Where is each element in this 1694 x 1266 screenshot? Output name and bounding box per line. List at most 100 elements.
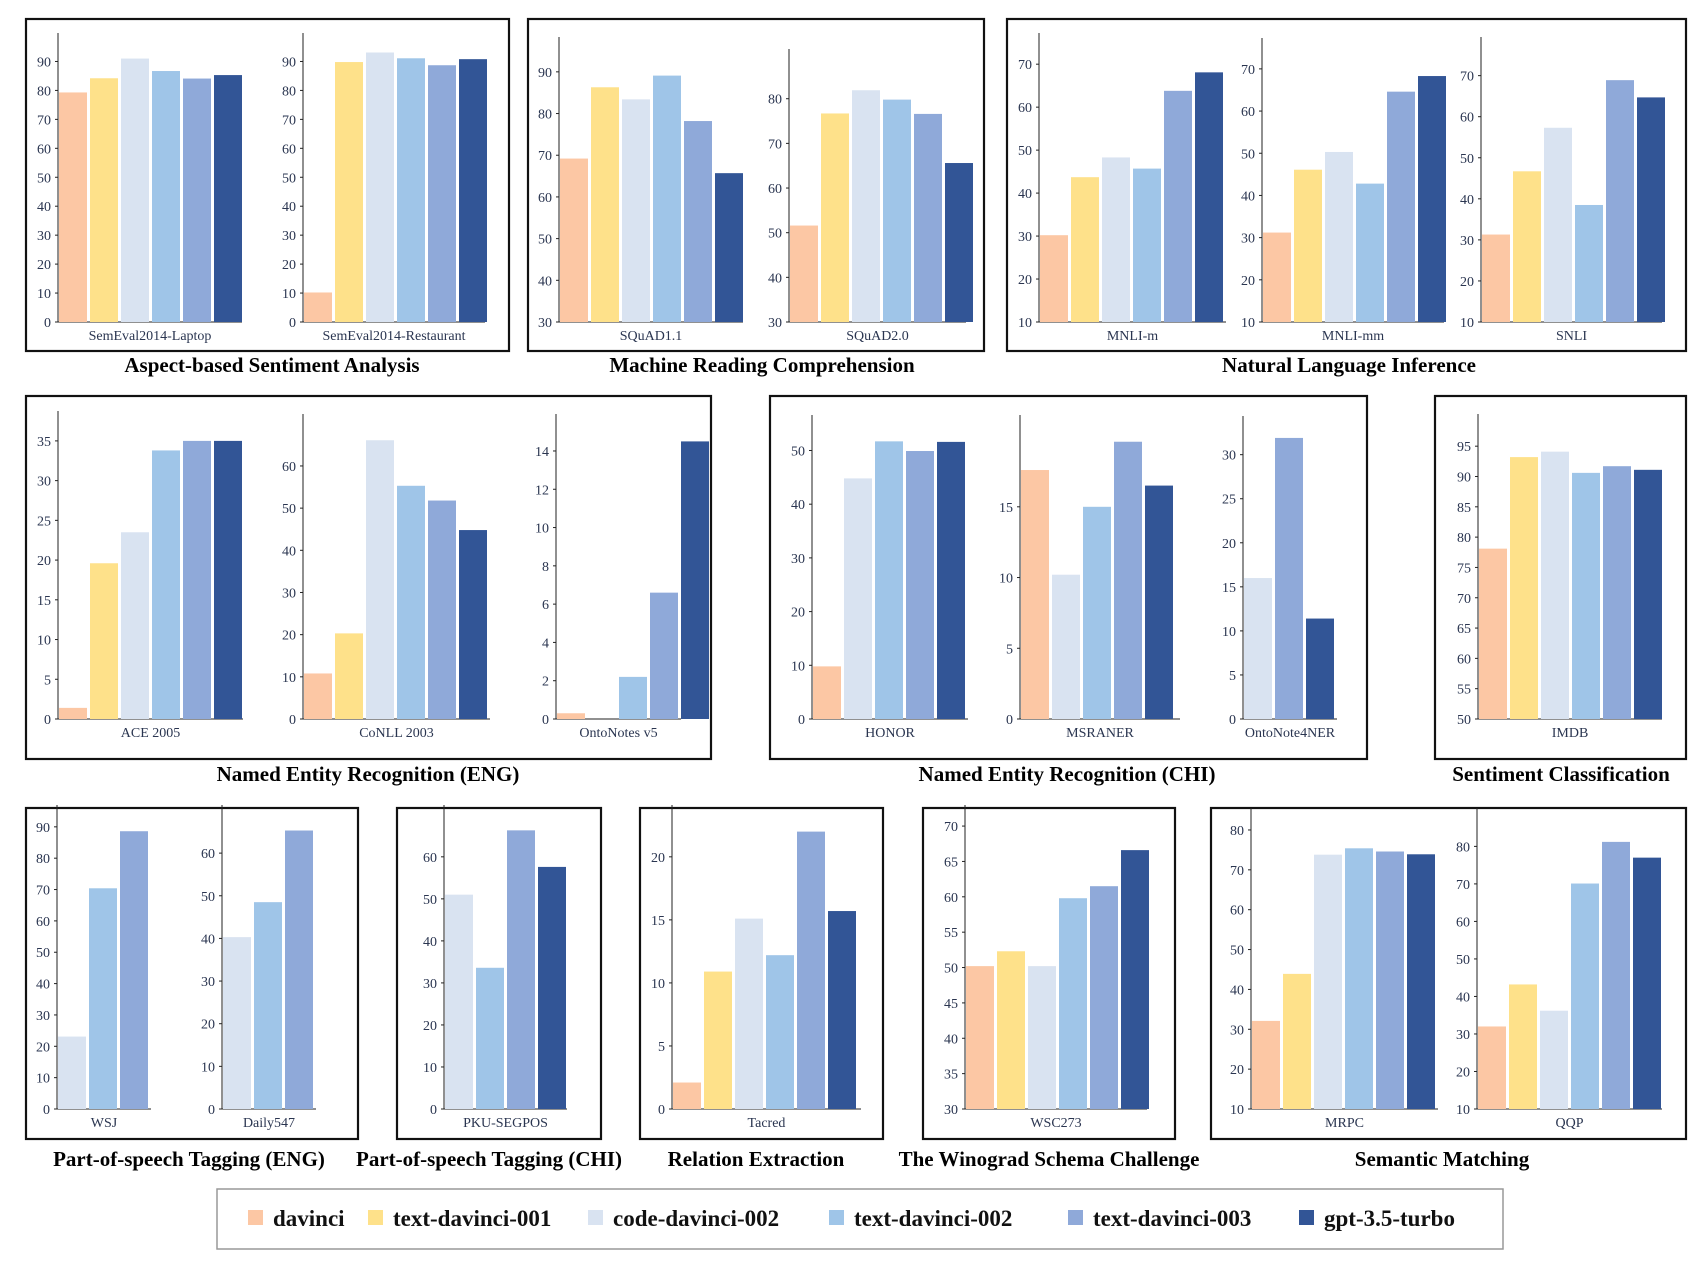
chart-mnli-m-ytick-label: 30 bbox=[1018, 230, 1032, 245]
chart-pku-segpos-ytick-label: 60 bbox=[423, 851, 437, 866]
chart-qqp-ytick-label: 20 bbox=[1456, 1065, 1470, 1080]
chart-semeval2014-laptop-ytick-label: 50 bbox=[37, 171, 51, 186]
chart-mrpc-ytick-label: 40 bbox=[1230, 983, 1244, 998]
chart-semeval2014-laptop-ytick-label: 40 bbox=[37, 200, 51, 215]
chart-ontonote4ner-bar-gpt-3-5-turbo bbox=[1306, 618, 1334, 719]
chart-semeval2014-restaurant-bar-davinci bbox=[304, 292, 332, 322]
chart-ontonotes-v5: 0 2 4 6 8 10 12 14 OntoNotes v5 bbox=[535, 414, 709, 741]
chart-mrpc-bar-text-davinci-001 bbox=[1283, 973, 1311, 1109]
chart-tacred-bar-text-davinci-001 bbox=[704, 971, 732, 1109]
chart-wsj-bar-code-davinci-002 bbox=[58, 1036, 86, 1109]
chart-wsc273-ytick-label: 55 bbox=[944, 926, 958, 941]
chart-squad2-0-bar-text-davinci-002 bbox=[883, 99, 911, 322]
chart-squad2-0-ytick-label: 40 bbox=[768, 271, 782, 286]
chart-ontonote4ner-bar-code-davinci-002 bbox=[1244, 578, 1272, 719]
chart-pku-segpos-bar-text-davinci-003 bbox=[507, 830, 535, 1109]
chart-wsj-ytick-label: 10 bbox=[36, 1072, 50, 1087]
chart-tacred-ytick-label: 5 bbox=[658, 1040, 665, 1055]
chart-honor-bar-text-davinci-003 bbox=[906, 451, 934, 719]
chart-mnli-mm-xlabel: MNLI-mm bbox=[1322, 329, 1384, 344]
chart-semeval2014-laptop-ytick-label: 80 bbox=[37, 84, 51, 99]
group-frame-part-of-speech-tagging-chi bbox=[395, 806, 603, 1141]
chart-ace-2005-bar-text-davinci-003 bbox=[183, 440, 211, 719]
chart-mnli-mm-ytick-label: 40 bbox=[1241, 189, 1255, 204]
group-frame-semantic-matching bbox=[1209, 806, 1688, 1141]
chart-wsc273-ytick-label: 30 bbox=[944, 1103, 958, 1118]
chart-mnli-m: 10 20 30 40 50 60 70 MNLI-m bbox=[1018, 33, 1226, 344]
chart-wsj-ytick-label: 80 bbox=[36, 852, 50, 867]
chart-mnli-mm-ytick-label: 50 bbox=[1241, 147, 1255, 162]
chart-imdb-ytick-label: 65 bbox=[1457, 622, 1471, 637]
group-frame-named-entity-recognition-eng bbox=[24, 394, 713, 761]
legend-swatch-gpt-3-5-turbo bbox=[1299, 1210, 1314, 1225]
chart-imdb-bar-text-davinci-003 bbox=[1603, 466, 1631, 719]
chart-wsc273-ytick-label: 60 bbox=[944, 891, 958, 906]
chart-squad1-1-bar-text-davinci-003 bbox=[684, 121, 712, 322]
chart-imdb: 50 55 60 65 70 75 80 85 90 95 IMDB bbox=[1457, 414, 1662, 741]
chart-ontonotes-v5-ytick-label: 8 bbox=[542, 560, 549, 575]
chart-imdb-ytick-label: 70 bbox=[1457, 592, 1471, 607]
chart-semeval2014-restaurant-ytick-label: 10 bbox=[282, 287, 296, 302]
chart-semeval2014-restaurant-bar-text-davinci-003 bbox=[428, 65, 456, 322]
chart-msraner-ytick-label: 0 bbox=[1006, 713, 1013, 728]
chart-ontonotes-v5-ytick-label: 10 bbox=[535, 522, 549, 537]
chart-snli-ytick-label: 20 bbox=[1460, 275, 1474, 290]
chart-mnli-mm-ytick-label: 70 bbox=[1241, 63, 1255, 78]
chart-imdb-bar-text-davinci-001 bbox=[1510, 457, 1538, 719]
group-frame-sentiment-classification bbox=[1433, 394, 1688, 761]
chart-qqp-bar-gpt-3-5-turbo bbox=[1633, 857, 1661, 1109]
chart-conll-2003-bar-gpt-3-5-turbo bbox=[459, 530, 487, 719]
chart-snli-bar-code-davinci-002 bbox=[1544, 127, 1572, 323]
chart-ontonotes-v5-ytick-label: 14 bbox=[535, 445, 549, 460]
chart-squad2-0-ytick-label: 60 bbox=[768, 182, 782, 197]
chart-wsc273-ytick-label: 65 bbox=[944, 855, 958, 870]
chart-honor-ytick-label: 20 bbox=[791, 606, 805, 621]
chart-squad1-1: 30 40 50 60 70 80 90 SQuAD1.1 bbox=[538, 37, 743, 344]
chart-conll-2003-xlabel: CoNLL 2003 bbox=[359, 726, 434, 741]
chart-mrpc-ytick-label: 20 bbox=[1230, 1063, 1244, 1078]
chart-pku-segpos-ytick-label: 30 bbox=[423, 977, 437, 992]
chart-wsc273-bar-text-davinci-003 bbox=[1090, 886, 1118, 1109]
group-title-relation-extraction: Relation Extraction bbox=[668, 1147, 845, 1171]
chart-semeval2014-laptop: 0 10 20 30 40 50 60 70 80 90 SemEval2014-Laptop bbox=[37, 33, 242, 344]
chart-imdb-bar-davinci bbox=[1479, 548, 1507, 719]
chart-ontonotes-v5-xlabel: OntoNotes v5 bbox=[579, 726, 657, 741]
chart-honor-bar-gpt-3-5-turbo bbox=[937, 441, 965, 719]
chart-wsc273-xlabel: WSC273 bbox=[1030, 1116, 1081, 1131]
chart-ace-2005-ytick-label: 10 bbox=[37, 634, 51, 649]
chart-pku-segpos-bar-text-davinci-002 bbox=[476, 967, 504, 1109]
chart-mrpc-bar-davinci bbox=[1252, 1020, 1280, 1109]
chart-wsj: 0 10 20 30 40 50 60 70 80 90 WSJ bbox=[36, 805, 151, 1131]
chart-squad2-0-ytick-label: 30 bbox=[768, 316, 782, 331]
chart-tacred-ytick-label: 15 bbox=[651, 914, 665, 929]
group-title-named-entity-recognition-chi: Named Entity Recognition (CHI) bbox=[919, 762, 1216, 786]
chart-imdb-ytick-label: 75 bbox=[1457, 561, 1471, 576]
chart-pku-segpos-ytick-label: 50 bbox=[423, 893, 437, 908]
chart-tacred: 0 5 10 15 20 Tacred bbox=[651, 805, 861, 1131]
chart-qqp-bar-text-davinci-002 bbox=[1571, 883, 1599, 1109]
chart-wsj-ytick-label: 50 bbox=[36, 946, 50, 961]
chart-semeval2014-laptop-bar-gpt-3-5-turbo bbox=[214, 75, 242, 322]
chart-mnli-m-bar-text-davinci-002 bbox=[1133, 168, 1161, 322]
chart-imdb-bar-text-davinci-002 bbox=[1572, 472, 1600, 719]
chart-imdb-ytick-label: 60 bbox=[1457, 652, 1471, 667]
chart-semeval2014-restaurant-ytick-label: 80 bbox=[282, 84, 296, 99]
chart-qqp-ytick-label: 10 bbox=[1456, 1103, 1470, 1118]
chart-honor-ytick-label: 0 bbox=[798, 713, 805, 728]
chart-daily547: 0 10 20 30 40 50 60 Daily547 bbox=[201, 805, 316, 1131]
chart-ontonotes-v5-ytick-label: 0 bbox=[542, 713, 549, 728]
group-frame-part-of-speech-tagging-eng bbox=[24, 806, 360, 1141]
chart-ace-2005-bar-text-davinci-001 bbox=[90, 563, 118, 719]
chart-mrpc-bar-text-davinci-003 bbox=[1376, 851, 1404, 1109]
chart-mnli-m-ytick-label: 10 bbox=[1018, 316, 1032, 331]
chart-ontonote4ner-bar-text-davinci-003 bbox=[1275, 437, 1303, 719]
chart-semeval2014-laptop-ytick-label: 30 bbox=[37, 229, 51, 244]
chart-semeval2014-laptop-bar-davinci bbox=[59, 92, 87, 323]
chart-mnli-mm-bar-code-davinci-002 bbox=[1325, 151, 1353, 322]
group-title-natural-language-inference: Natural Language Inference bbox=[1222, 353, 1476, 377]
chart-pku-segpos-ytick-label: 40 bbox=[423, 935, 437, 950]
chart-mnli-mm-ytick-label: 30 bbox=[1241, 232, 1255, 247]
chart-msraner: 0 5 10 15 MSRANER bbox=[999, 415, 1180, 741]
chart-wsj-ytick-label: 70 bbox=[36, 884, 50, 899]
